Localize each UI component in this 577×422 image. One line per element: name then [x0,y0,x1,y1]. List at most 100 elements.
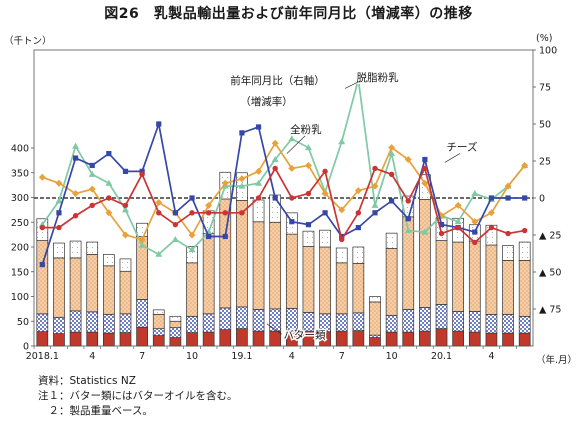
leader-line [266,323,283,335]
annotation-2: 脱脂粉乳 [357,71,399,84]
stack-bar-1 [335,313,348,332]
stack-bar-1 [419,307,431,332]
left-tick-label: 350 [11,168,29,179]
stack-bar-1 [53,316,65,334]
left-tick-label: 0 [23,342,29,353]
marker-square [355,225,361,231]
marker-square [289,219,295,225]
stack-bar-2 [169,320,182,329]
marker-diamond [221,179,229,187]
marker-square [438,222,445,228]
stack-bar-1 [435,304,448,330]
annotation-0: 前年同月比（右軸） [230,74,324,87]
marker-square [389,198,395,204]
marker-triangle [255,179,263,186]
stack-bar-3 [502,245,514,261]
marker-circle [205,210,212,216]
stack-bar-1 [86,311,99,333]
marker-circle [505,230,511,237]
stack-bar-1 [269,308,282,332]
marker-circle [39,224,46,231]
marker-square [106,151,112,157]
marker-diamond [72,190,80,198]
x-axis-unit: （年.月） [536,355,577,366]
stack-bar-1 [219,307,232,331]
marker-diamond [88,185,96,193]
marker-circle [189,210,195,216]
marker-circle [405,198,411,204]
stack-bar-2 [102,265,115,315]
marker-diamond [454,201,462,209]
marker-square [72,155,79,161]
marker-triangle [238,182,246,189]
stack-bar-1 [236,306,248,330]
right-tick-label: 25 [539,157,551,168]
x-tick-label: 4 [89,351,95,362]
marker-diamond [105,209,113,217]
marker-triangle [471,190,479,197]
marker-circle [106,195,112,201]
marker-diamond [471,218,479,226]
stack-bar-0 [419,330,431,347]
stack-bar-2 [269,221,282,310]
marker-circle [455,224,461,231]
x-tick-label: 10 [186,351,198,362]
stack-bar-0 [352,330,365,347]
marker-diamond [388,144,396,152]
marker-circle [222,210,228,216]
stack-bar-2 [69,257,82,312]
marker-diamond [205,201,213,209]
series-line-1 [42,141,526,241]
stack-bar-2 [202,233,215,315]
stack-bar-0 [236,328,248,347]
marker-diamond [487,209,495,217]
stack-bar-0 [369,337,381,347]
marker-triangle [388,150,396,157]
marker-triangle [121,206,129,213]
left-tick-label: 100 [11,292,29,303]
marker-triangle [271,156,279,163]
left-tick-label: 300 [11,193,29,204]
leader-line [286,135,306,154]
marker-square [56,210,62,216]
left-tick-label: 200 [11,243,29,254]
marker-square [122,168,129,174]
stack-bar-0 [119,332,132,347]
stack-bar-1 [468,311,481,333]
marker-circle [72,213,79,219]
stack-bar-1 [452,311,464,332]
marker-circle [289,195,295,201]
stack-bar-3 [369,296,381,303]
stack-bar-0 [136,326,148,347]
stack-bar-1 [402,309,415,333]
marker-circle [139,171,145,178]
marker-triangle [72,142,80,149]
stack-bar-0 [53,333,65,347]
stack-bar-0 [186,332,198,347]
annotation-5: バター類 [284,330,326,342]
marker-triangle [288,135,296,142]
marker-triangle [55,197,63,204]
stack-bar-0 [269,330,282,347]
stack-bar-0 [219,329,232,347]
marker-circle [388,171,395,178]
annotation-3: 全粉乳 [290,123,322,136]
stack-bar-2 [53,257,65,318]
stack-bar-0 [518,332,531,347]
marker-circle [272,165,278,172]
stack-bar-2 [468,240,481,312]
stack-bar-1 [136,299,148,328]
marker-square [505,195,511,201]
marker-square [222,233,228,240]
stack-bar-2 [302,246,315,313]
marker-circle [472,239,478,246]
stack-bar-2 [86,254,99,313]
stack-bar-1 [485,313,498,334]
series-line-2 [41,120,525,265]
marker-square [488,195,495,201]
stack-bar-0 [335,330,348,347]
stack-bar-3 [69,240,82,259]
stack-bar-0 [202,331,215,347]
right-tick-label: 50 [539,120,551,131]
marker-square [372,210,378,216]
